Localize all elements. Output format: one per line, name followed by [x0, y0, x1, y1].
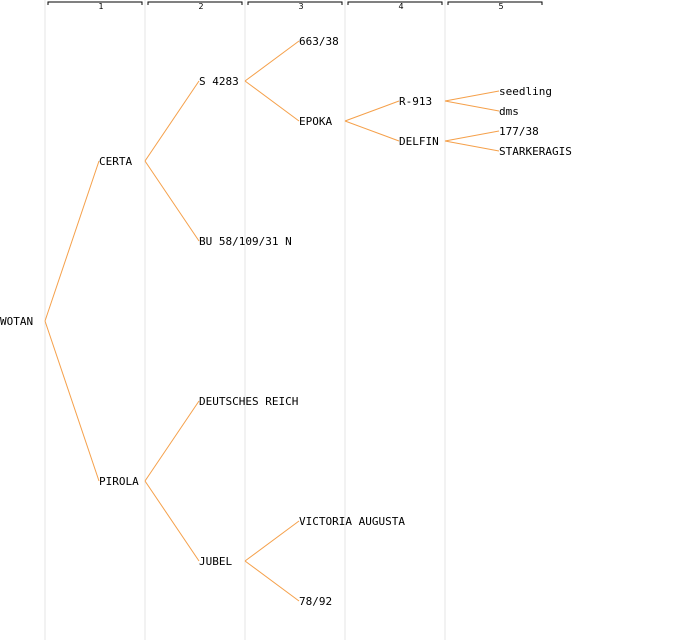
generation-number: 2 [198, 2, 203, 11]
node-label: PIROLA [99, 475, 139, 488]
node-label: S 4283 [199, 75, 239, 88]
generation-bracket [47, 1, 143, 5]
parent-edge [144, 480, 200, 562]
parent-edge [244, 80, 300, 122]
parent-edge [444, 140, 500, 152]
parent-edge [244, 520, 300, 562]
tree-nodes: WOTAN CERTA S 4283 663/38 EPOKA R-913 seedling… [0, 35, 572, 608]
parent-edge [144, 160, 200, 242]
node-label: 78/92 [299, 595, 332, 608]
parent-edge [144, 400, 200, 482]
root-node-label: WOTAN [0, 315, 33, 328]
node-label: STARKERAGIS [499, 145, 572, 158]
tree-edges [44, 40, 500, 602]
parent-edge [244, 40, 300, 82]
parent-edge [444, 90, 500, 102]
node-label: R-913 [399, 95, 432, 108]
node-label: VICTORIA AUGUSTA [299, 515, 405, 528]
generation-bracket [347, 1, 443, 5]
parent-edge [444, 100, 500, 112]
parent-edge [144, 80, 200, 162]
generation-number: 3 [298, 2, 303, 11]
generation-number: 4 [398, 2, 403, 11]
node-label: 177/38 [499, 125, 539, 138]
node-label: BU 58/109/31 N [199, 235, 292, 248]
node-label: DEUTSCHES REICH [199, 395, 298, 408]
generation-number: 1 [98, 2, 103, 11]
parent-edge [44, 160, 100, 322]
parent-edge [344, 100, 400, 122]
parent-edge [44, 320, 100, 482]
column-dividers [44, 0, 446, 640]
generation-number: 5 [498, 2, 503, 11]
parent-edge [344, 120, 400, 142]
node-label: EPOKA [299, 115, 332, 128]
node-label: dms [499, 105, 519, 118]
parent-edge [444, 130, 500, 142]
node-label: 663/38 [299, 35, 339, 48]
generation-bracket [447, 1, 543, 5]
parent-edge [244, 560, 300, 602]
node-label: CERTA [99, 155, 132, 168]
node-label: JUBEL [199, 555, 232, 568]
generation-header: 1 2 3 4 5 [47, 1, 543, 11]
generation-bracket [147, 1, 243, 5]
node-label: DELFIN [399, 135, 439, 148]
node-label: seedling [499, 85, 552, 98]
generation-bracket [247, 1, 343, 5]
